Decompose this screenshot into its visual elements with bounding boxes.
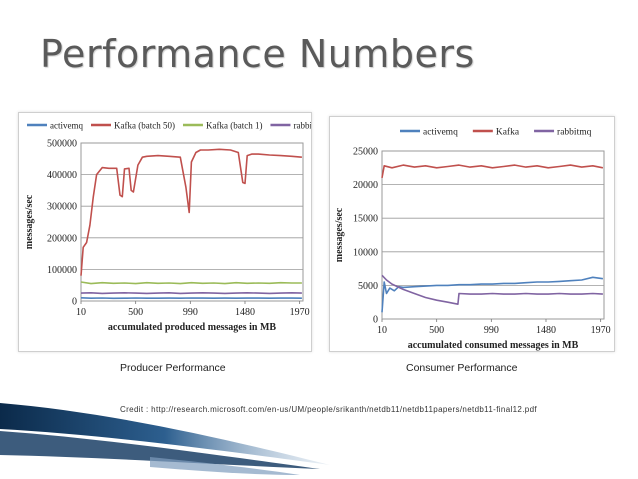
consumer-caption: Consumer Performance [406, 362, 518, 374]
x-tick-label: 500 [128, 307, 143, 318]
credit-text: Credit : http://research.microsoft.com/e… [120, 405, 537, 414]
slide-title: Performance Numbers [40, 32, 475, 76]
legend-label: Kafka (batch 50) [114, 121, 175, 131]
plot-area [381, 150, 605, 320]
legend-label: rabbitmq [293, 121, 311, 131]
x-axis-label: accumulated produced messages in MB [108, 322, 276, 333]
x-tick-label: 10 [76, 307, 86, 318]
x-tick-label: 1970 [290, 307, 310, 318]
y-tick-label: 10000 [353, 247, 378, 258]
legend-label: Kafka [496, 127, 520, 138]
series-line-activemq [80, 297, 302, 300]
y-tick-label: 0 [373, 315, 378, 326]
series-line-kafka [381, 164, 604, 179]
y-tick-label: 25000 [353, 147, 378, 158]
x-tick-label: 990 [183, 307, 198, 318]
series-line-rabbitmq [381, 274, 603, 305]
x-tick-label: 1970 [591, 325, 611, 336]
y-tick-label: 300000 [47, 202, 77, 213]
y-tick-label: 100000 [47, 265, 77, 276]
series-line-kafka-batch-50 [80, 148, 302, 276]
producer-chart: 0 100000 200000 300000 400000 500000 10 500 990 1… [18, 112, 326, 352]
y-axis-label: messages/sec [24, 194, 35, 249]
legend-label: activemq [423, 128, 458, 138]
series-line-activemq [381, 276, 604, 313]
x-axis-label: accumulated consumed messages in MB [408, 340, 579, 351]
x-tick-label: 500 [429, 325, 444, 336]
series-line-kafka-batch-1 [80, 281, 302, 285]
y-axis-label: messages/sec [334, 207, 345, 262]
producer-caption: Producer Performance [120, 362, 226, 374]
plot-area [80, 142, 304, 302]
y-tick-label: 200000 [47, 233, 77, 244]
consumer-chart-svg: 0 5000 10000 15000 20000 25000 10 500 990 1480 197… [334, 127, 611, 352]
x-tick-label: 10 [377, 325, 387, 336]
y-tick-label: 20000 [353, 180, 378, 191]
consumer-chart: 0 5000 10000 15000 20000 25000 10 500 990 1480 197… [329, 116, 615, 352]
producer-chart-svg: 0 100000 200000 300000 400000 500000 10 500 990 1… [24, 121, 326, 334]
x-tick-label: 990 [484, 325, 499, 336]
series-line-rabbitmq [80, 292, 302, 295]
legend-label: activemq [50, 121, 83, 131]
x-tick-label: 1480 [536, 325, 556, 336]
decorative-swoosh [0, 403, 330, 475]
x-tick-label: 1480 [235, 307, 255, 318]
y-tick-label: 0 [72, 297, 77, 308]
legend-label: Kafka (batch 1) [206, 121, 262, 131]
y-tick-label: 15000 [353, 214, 378, 225]
y-tick-label: 400000 [47, 170, 77, 181]
y-tick-label: 500000 [47, 139, 77, 150]
y-tick-label: 5000 [358, 281, 378, 292]
legend-label: rabbitmq [557, 128, 592, 138]
